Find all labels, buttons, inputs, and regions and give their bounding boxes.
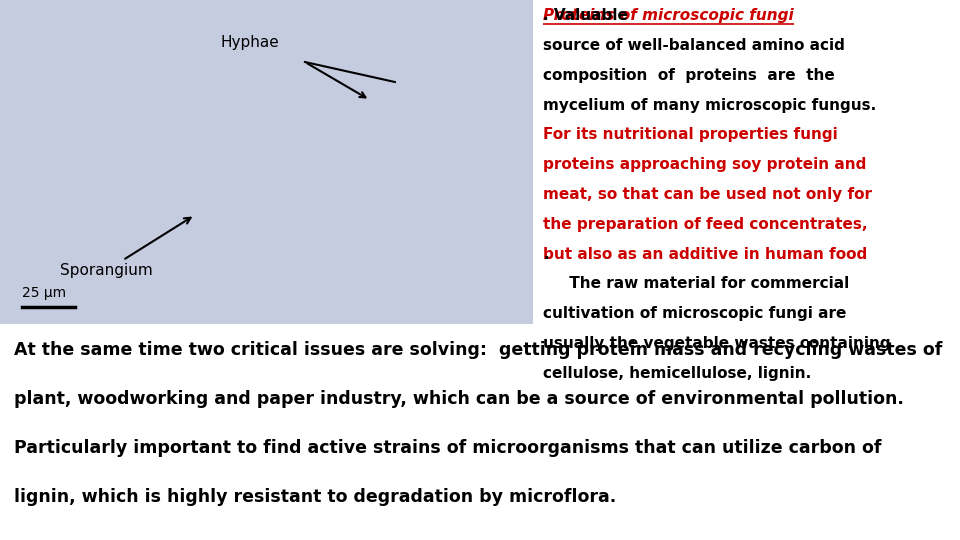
Text: composition  of  proteins  are  the: composition of proteins are the <box>543 68 835 83</box>
Text: Particularly important to find active strains of microorganisms that can utilize: Particularly important to find active st… <box>14 439 882 457</box>
Text: plant, woodworking and paper industry, which can be a source of environmental po: plant, woodworking and paper industry, w… <box>14 390 904 408</box>
Text: source of well-balanced amino acid: source of well-balanced amino acid <box>543 38 846 53</box>
Text: Proteins of microscopic fungi: Proteins of microscopic fungi <box>543 8 794 23</box>
Text: lignin, which is highly resistant to degradation by microflora.: lignin, which is highly resistant to deg… <box>14 488 616 506</box>
Text: Sporangium: Sporangium <box>60 218 191 278</box>
Text: cellulose, hemicellulose, lignin.: cellulose, hemicellulose, lignin. <box>543 366 811 381</box>
Text: mycelium of many microscopic fungus.: mycelium of many microscopic fungus. <box>543 98 876 112</box>
Text: 25 μm: 25 μm <box>22 286 66 300</box>
Text: proteins approaching soy protein and: proteins approaching soy protein and <box>543 157 867 172</box>
Text: meat, so that can be used not only for: meat, so that can be used not only for <box>543 187 873 202</box>
Text: cultivation of microscopic fungi are: cultivation of microscopic fungi are <box>543 306 847 321</box>
Text: The raw material for commercial: The raw material for commercial <box>543 276 850 292</box>
Text: .: . <box>543 247 549 261</box>
Text: For its nutritional properties fungi: For its nutritional properties fungi <box>543 127 838 143</box>
Text: the preparation of feed concentrates,: the preparation of feed concentrates, <box>543 217 868 232</box>
Text: but also as an additive in human food: but also as an additive in human food <box>543 247 868 261</box>
Text: . Valuable: . Valuable <box>543 8 628 23</box>
Text: At the same time two critical issues are solving:  getting protein mass and recy: At the same time two critical issues are… <box>14 341 943 359</box>
Text: Hyphae: Hyphae <box>221 35 279 50</box>
Text: usually the vegetable wastes containing: usually the vegetable wastes containing <box>543 336 891 351</box>
